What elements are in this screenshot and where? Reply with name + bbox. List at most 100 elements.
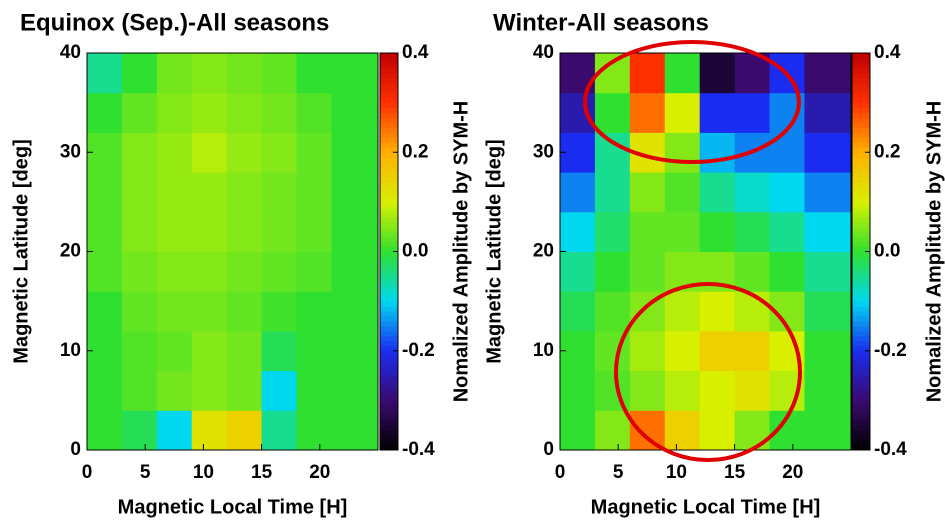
heatmap-cell bbox=[594, 330, 631, 372]
colorbar-swatch bbox=[380, 256, 398, 262]
heatmap-cell bbox=[87, 410, 123, 451]
heatmap-cell bbox=[191, 370, 228, 411]
heatmap-cell bbox=[734, 92, 771, 133]
y-tick-label: 20 bbox=[533, 241, 554, 262]
colorbar-label: Nomalized Amplitude by SYM-H bbox=[450, 101, 472, 403]
colorbar-swatch bbox=[852, 216, 870, 223]
heatmap-cell bbox=[261, 132, 298, 173]
colorbar-swatch bbox=[852, 122, 870, 128]
colorbar-swatch bbox=[380, 147, 398, 153]
colorbar-swatch bbox=[380, 152, 398, 158]
heatmap-cell bbox=[331, 92, 379, 133]
colorbar-swatch bbox=[380, 92, 398, 99]
heatmap-cell bbox=[629, 291, 666, 332]
heatmap-cell bbox=[594, 291, 631, 332]
heatmap-cell bbox=[87, 211, 123, 252]
heatmap-cell bbox=[734, 172, 771, 213]
colorbar-swatch bbox=[380, 167, 398, 173]
heatmap-cell bbox=[331, 330, 379, 372]
heatmap-cell bbox=[699, 330, 736, 372]
colorbar-swatch bbox=[380, 395, 398, 401]
colorbar-swatch bbox=[852, 112, 870, 119]
heatmap-cell bbox=[699, 251, 736, 292]
colorbar-swatch bbox=[380, 77, 398, 84]
heatmap-cell bbox=[331, 410, 379, 451]
heatmap-cell bbox=[191, 330, 228, 372]
heatmap-cell bbox=[804, 92, 852, 133]
colorbar-swatch bbox=[380, 127, 398, 133]
colorbar-swatch bbox=[380, 261, 398, 267]
colorbar-swatch bbox=[852, 291, 870, 297]
heatmap-cell bbox=[191, 211, 228, 252]
heatmap-cell bbox=[664, 410, 701, 451]
x-tick-label: 5 bbox=[613, 462, 624, 483]
colorbar-swatch bbox=[380, 157, 398, 163]
heatmap-cell bbox=[296, 370, 332, 411]
colorbar-swatch bbox=[852, 211, 870, 218]
heatmap-cell bbox=[121, 370, 158, 411]
colorbar-swatch bbox=[852, 335, 870, 342]
y-tick-label: 40 bbox=[533, 42, 554, 63]
heatmap-cell bbox=[226, 291, 263, 332]
y-tick-label: 20 bbox=[60, 241, 81, 262]
colorbar-swatch bbox=[852, 62, 870, 69]
colorbar-swatch bbox=[380, 390, 398, 396]
heatmap-cell bbox=[664, 330, 701, 372]
colorbar-swatch bbox=[380, 53, 398, 59]
heatmap-cell bbox=[261, 410, 298, 451]
y-tick-label: 40 bbox=[60, 42, 81, 63]
colorbar-swatch bbox=[852, 365, 870, 372]
colorbar-swatch bbox=[380, 385, 398, 391]
colorbar-swatch bbox=[852, 415, 870, 421]
colorbar-tick-label: 0.0 bbox=[874, 241, 900, 262]
colorbar-swatch bbox=[852, 301, 870, 307]
heatmap-cell bbox=[261, 291, 298, 332]
colorbar-swatch bbox=[380, 97, 398, 104]
heatmap-cell bbox=[191, 172, 228, 213]
heatmap-cell bbox=[664, 291, 701, 332]
x-tick-label: 10 bbox=[666, 462, 687, 483]
colorbar-swatch bbox=[852, 77, 870, 84]
colorbar-swatch bbox=[380, 286, 398, 292]
x-tick-label: 20 bbox=[309, 462, 330, 483]
heatmap-cell bbox=[156, 291, 193, 332]
y-axis-label: Magnetic Latitude [deg] bbox=[483, 139, 505, 363]
heatmap-cell bbox=[629, 330, 666, 372]
colorbar-swatch bbox=[852, 186, 870, 193]
heatmap-cell bbox=[699, 291, 736, 332]
colorbar-swatch bbox=[852, 201, 870, 208]
heatmap-cell bbox=[296, 330, 332, 372]
heatmap-cell bbox=[594, 132, 631, 173]
heatmap-cell bbox=[560, 251, 596, 292]
heatmap-cell bbox=[804, 132, 852, 173]
heatmap-cell bbox=[769, 172, 805, 213]
heatmap-cell bbox=[331, 132, 379, 173]
colorbar-swatch bbox=[380, 350, 398, 357]
heatmap-cell bbox=[87, 53, 123, 94]
heatmap-cell bbox=[121, 211, 158, 252]
colorbar-swatch bbox=[380, 196, 398, 203]
x-tick-label: 0 bbox=[555, 462, 566, 483]
colorbar-swatch bbox=[380, 375, 398, 382]
heatmap-cell bbox=[226, 211, 263, 252]
heatmap-cell bbox=[699, 211, 736, 252]
colorbar-swatch bbox=[852, 206, 870, 213]
heatmap-cell bbox=[594, 172, 631, 213]
colorbar-swatch bbox=[852, 127, 870, 133]
colorbar-swatch bbox=[380, 186, 398, 193]
heatmap-cell bbox=[629, 410, 666, 451]
colorbar-swatch bbox=[380, 316, 398, 322]
colorbar-swatch bbox=[380, 435, 398, 441]
colorbar-swatch bbox=[852, 360, 870, 367]
colorbar-swatch bbox=[380, 355, 398, 362]
colorbar-swatch bbox=[852, 97, 870, 104]
heatmap-cell bbox=[560, 211, 596, 252]
colorbar-swatch bbox=[380, 221, 398, 228]
heatmap-cell bbox=[594, 410, 631, 451]
colorbar-swatch bbox=[380, 107, 398, 114]
heatmap-cell bbox=[191, 132, 228, 173]
colorbar-swatch bbox=[852, 330, 870, 337]
colorbar-swatch bbox=[852, 271, 870, 277]
heatmap-cell bbox=[296, 172, 332, 213]
